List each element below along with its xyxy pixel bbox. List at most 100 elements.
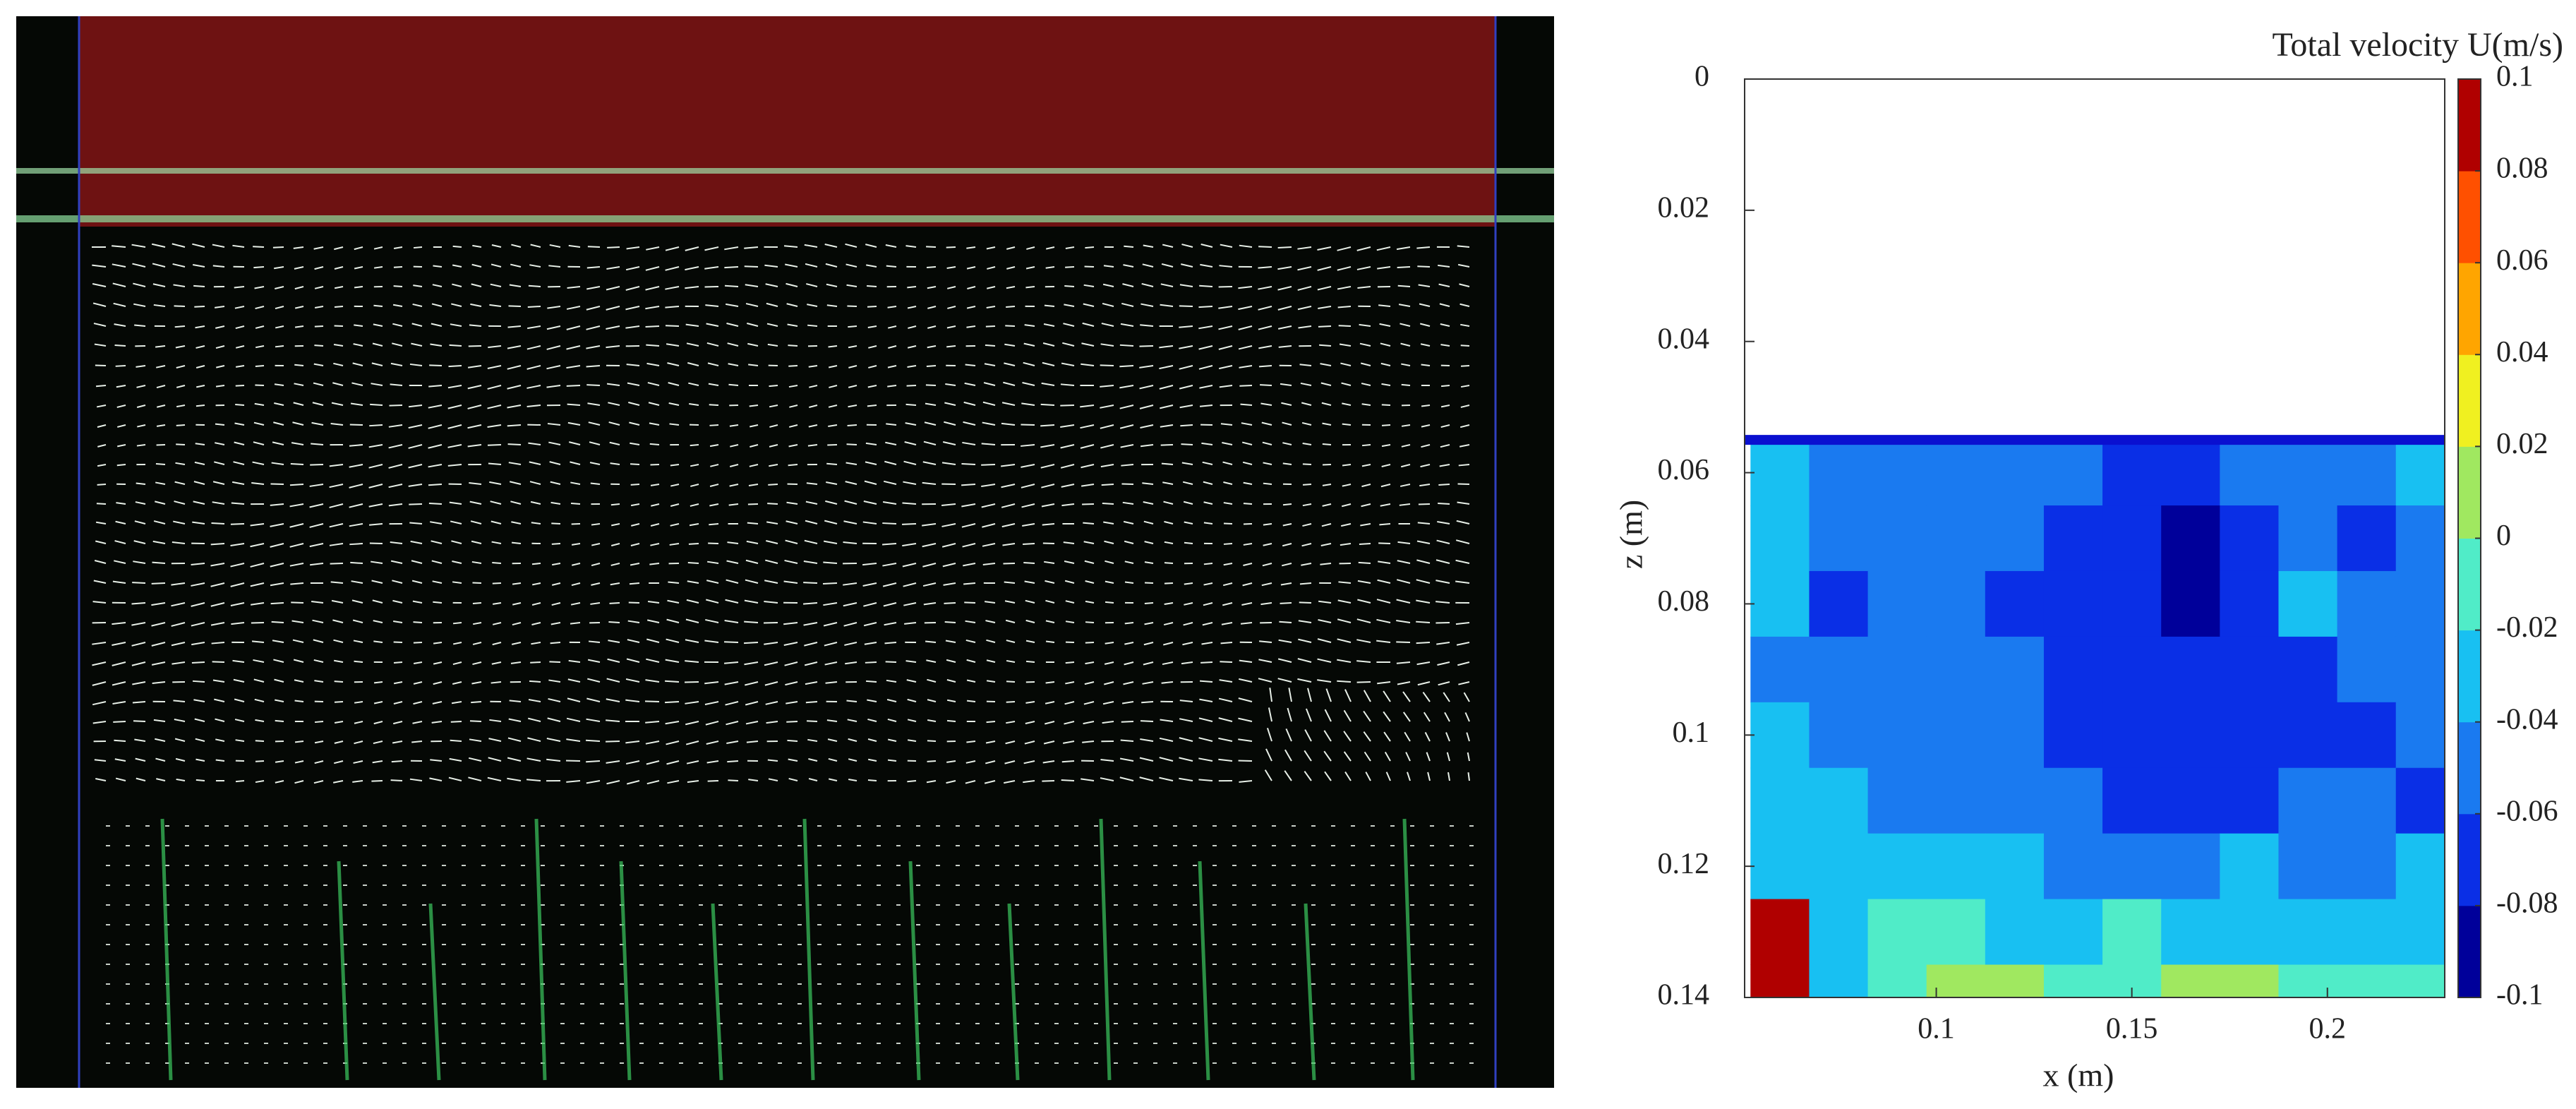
velocity-vector: [591, 563, 601, 567]
colorbar-tick-label: 0: [2496, 520, 2511, 552]
velocity-vector: [329, 523, 344, 528]
velocity-vector: [570, 622, 581, 625]
velocity-vector: [97, 444, 107, 448]
velocity-vector: [212, 661, 225, 663]
velocity-vector: [1200, 263, 1213, 268]
velocity-vector: [926, 246, 937, 248]
velocity-vector: [824, 642, 838, 647]
velocity-vector: [528, 717, 541, 722]
velocity-vector: [1183, 622, 1193, 626]
contour-cell: [1809, 899, 1869, 966]
velocity-vector: [747, 323, 759, 327]
velocity-vector: [1277, 266, 1292, 270]
velocity-vector: [1277, 246, 1292, 249]
velocity-vector: [787, 323, 798, 327]
contour-cell: [1985, 570, 2045, 637]
velocity-vector: [747, 522, 759, 524]
velocity-vector: [512, 602, 522, 606]
velocity-vector: [1459, 444, 1470, 448]
velocity-vector: [884, 622, 897, 626]
velocity-vector: [964, 601, 976, 604]
velocity-vector: [887, 718, 897, 722]
velocity-vector: [334, 286, 344, 289]
contour-cell: [1985, 505, 2045, 572]
velocity-vector: [1446, 752, 1450, 762]
contour-cell: [2043, 833, 2103, 900]
velocity-vector: [1457, 501, 1470, 505]
velocity-vector: [1003, 381, 1016, 386]
velocity-vector: [294, 266, 304, 270]
velocity-vector: [965, 364, 976, 366]
velocity-vector: [1140, 424, 1154, 428]
velocity-vector: [1344, 689, 1352, 702]
velocity-vector: [1299, 582, 1312, 585]
velocity-vector: [828, 778, 838, 781]
velocity-vector: [428, 484, 443, 486]
velocity-vector: [1302, 442, 1312, 445]
velocity-vector: [253, 246, 265, 248]
velocity-vector: [354, 701, 363, 704]
velocity-vector: [1001, 464, 1016, 467]
velocity-vector: [887, 759, 897, 762]
velocity-vector: [371, 362, 383, 366]
velocity-vector: [568, 659, 581, 663]
velocity-vector: [1223, 502, 1233, 505]
velocity-vector: [469, 738, 482, 742]
velocity-vector: [1102, 283, 1114, 287]
velocity-vector: [487, 777, 502, 781]
velocity-vector: [1363, 731, 1371, 742]
velocity-vector: [828, 345, 838, 348]
velocity-vector: [334, 306, 344, 308]
velocity-vector: [314, 266, 324, 270]
velocity-vector: [709, 424, 719, 426]
velocity-vector: [570, 481, 581, 485]
velocity-vector: [1065, 600, 1075, 604]
velocity-vector: [529, 461, 541, 465]
velocity-vector: [191, 622, 205, 627]
velocity-vector: [312, 402, 324, 406]
velocity-vector: [1263, 462, 1272, 465]
velocity-vector: [390, 362, 403, 366]
contour-cell: [1750, 899, 1810, 966]
colorbar-band: [2458, 79, 2481, 172]
velocity-vector: [174, 481, 186, 485]
velocity-vector: [1006, 246, 1016, 250]
velocity-vector: [115, 777, 126, 781]
velocity-vector: [965, 780, 976, 784]
velocity-vector: [903, 582, 917, 587]
velocity-vector: [270, 582, 284, 587]
velocity-vector: [1021, 484, 1035, 488]
colorbar-band: [2458, 446, 2481, 539]
velocity-vector: [488, 738, 502, 742]
velocity-vector: [275, 306, 284, 310]
particle-streak: [711, 903, 723, 1081]
velocity-vector: [472, 582, 482, 584]
velocity-vector: [349, 424, 363, 426]
velocity-vector: [1416, 540, 1431, 544]
particle-streak: [908, 861, 921, 1081]
velocity-vector: [826, 304, 838, 307]
velocity-vector: [1284, 749, 1292, 762]
velocity-vector: [273, 659, 284, 663]
velocity-vector: [1378, 304, 1391, 307]
velocity-vector: [667, 599, 680, 604]
velocity-vector: [591, 582, 601, 586]
velocity-vector: [826, 719, 838, 722]
velocity-vector: [1301, 543, 1312, 547]
velocity-vector: [1339, 343, 1352, 347]
velocity-vector: [1243, 503, 1253, 505]
velocity-vector: [216, 365, 225, 368]
velocity-vector: [1402, 691, 1411, 702]
velocity-vector: [1281, 563, 1292, 567]
velocity-vector: [411, 342, 423, 347]
velocity-vector: [134, 520, 146, 524]
velocity-vector: [1243, 563, 1253, 566]
velocity-vector: [313, 780, 324, 784]
velocity-vector: [1061, 362, 1075, 366]
velocity-vector: [867, 306, 877, 308]
velocity-vector: [944, 602, 956, 604]
velocity-vector: [625, 760, 640, 765]
velocity-vector: [233, 678, 245, 683]
velocity-vector: [846, 284, 857, 287]
velocity-vector: [586, 365, 601, 368]
